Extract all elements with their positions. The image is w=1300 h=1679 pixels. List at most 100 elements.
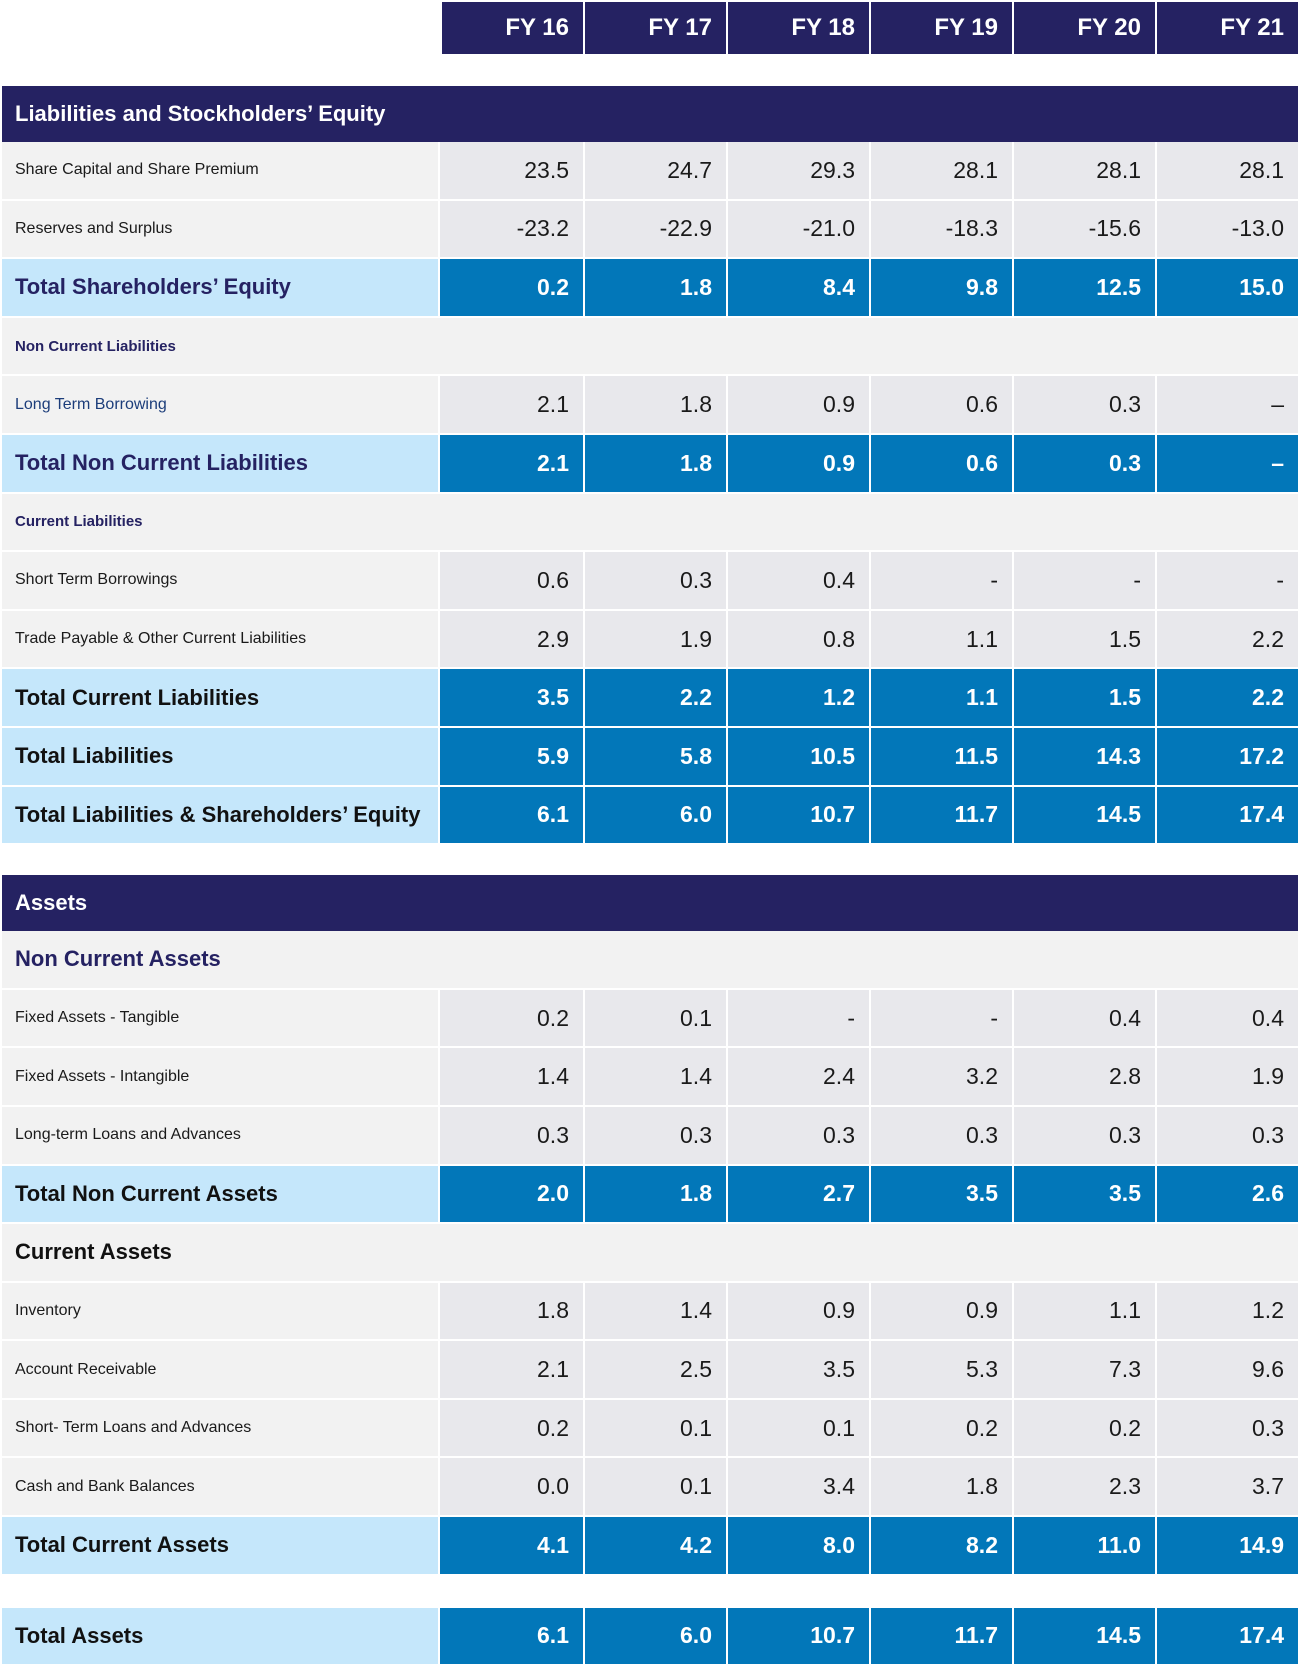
value-cell: 1.2 (726, 669, 869, 726)
value-cell: 2.0 (440, 1165, 583, 1223)
value-cell: 3.4 (726, 1458, 869, 1516)
value-cell: 1.1 (869, 669, 1012, 726)
value-cell: 10.7 (726, 786, 869, 844)
value-cell: - (726, 989, 869, 1047)
value-cell: 28.1 (869, 142, 1012, 199)
value-cell: 8.2 (869, 1517, 1012, 1574)
value-cell: -15.6 (1012, 200, 1155, 258)
row-label: Long-term Loans and Advances (2, 1106, 438, 1164)
year-header: FY 21 (1155, 2, 1298, 54)
total-row: Total Non Current Assets 2.0 1.8 2.7 3.5 3.5 2… (2, 1165, 1298, 1225)
value-cell: -18.3 (869, 200, 1012, 258)
value-cell: 0.1 (583, 1399, 726, 1457)
year-header: FY 18 (726, 2, 869, 54)
value-cell: 2.6 (1155, 1165, 1298, 1223)
value-cell: 0.9 (726, 434, 869, 492)
value-cell: 1.8 (440, 1282, 583, 1340)
value-cell: 28.1 (1155, 142, 1298, 199)
table-row: Cash and Bank Balances 0.0 0.1 3.4 1.8 2.3 3.7 (2, 1458, 1298, 1518)
row-label: Inventory (2, 1282, 438, 1340)
value-cell: 3.5 (726, 1341, 869, 1398)
value-cell: 0.6 (869, 376, 1012, 433)
row-label: Reserves and Surplus (2, 200, 438, 258)
value-cell: 11.0 (1012, 1517, 1155, 1574)
value-cell: 0.0 (440, 1458, 583, 1516)
value-cell: 24.7 (583, 142, 726, 199)
row-label: Account Receivable (2, 1341, 438, 1398)
row-label: Fixed Assets - Tangible (2, 989, 438, 1047)
table-row: Reserves and Surplus -23.2 -22.9 -21.0 -18.3… (2, 200, 1298, 260)
table-row: Trade Payable & Other Current Liabilitie… (2, 610, 1298, 670)
value-cell: 0.3 (1012, 1106, 1155, 1164)
year-header: FY 19 (869, 2, 1012, 54)
value-cell: 2.9 (440, 610, 583, 668)
value-cell: 1.4 (440, 1048, 583, 1105)
row-label: Total Current Liabilities (2, 669, 438, 726)
value-cell: 0.2 (869, 1399, 1012, 1457)
value-cell: 14.9 (1155, 1517, 1298, 1574)
value-cell: 14.5 (1012, 1607, 1155, 1665)
value-cell: 11.7 (869, 1607, 1012, 1665)
value-cell: 29.3 (726, 142, 869, 199)
total-assets-row: Total Assets 6.1 6.0 10.7 11.7 14.5 17.4 (2, 1607, 1298, 1667)
value-cell: 1.4 (583, 1282, 726, 1340)
value-cell: 1.8 (583, 434, 726, 492)
value-cell: 2.4 (726, 1048, 869, 1105)
row-label: Total Liabilities (2, 727, 438, 785)
value-cell: 0.2 (440, 259, 583, 316)
value-cell: 2.2 (583, 669, 726, 726)
value-cell: – (1155, 376, 1298, 433)
subsection-row: Current Assets (2, 1224, 1298, 1283)
value-cell: -21.0 (726, 200, 869, 258)
value-cell: 11.7 (869, 786, 1012, 844)
total-row: Total Liabilities & Shareholders’ Equity… (2, 786, 1298, 846)
value-cell: 6.0 (583, 1607, 726, 1665)
value-cell: 5.9 (440, 727, 583, 785)
value-cell: 9.6 (1155, 1341, 1298, 1398)
value-cell: 0.3 (1155, 1106, 1298, 1164)
value-cell: 3.2 (869, 1048, 1012, 1105)
row-label: Non Current Liabilities (2, 317, 1298, 375)
table-row: Inventory 1.8 1.4 0.9 0.9 1.1 1.2 (2, 1282, 1298, 1342)
header-spacer (2, 2, 440, 54)
row-label: Total Non Current Liabilities (2, 434, 438, 492)
value-cell: 10.7 (726, 1607, 869, 1665)
value-cell: 1.5 (1012, 610, 1155, 668)
value-cell: 6.0 (583, 786, 726, 844)
row-label: Short Term Borrowings (2, 552, 438, 609)
value-cell: 2.5 (583, 1341, 726, 1398)
value-cell: 3.5 (440, 669, 583, 726)
total-row: Total Current Assets 4.1 4.2 8.0 8.2 11.0 14.9 (2, 1517, 1298, 1576)
value-cell: 2.2 (1155, 669, 1298, 726)
value-cell: -13.0 (1155, 200, 1298, 258)
value-cell: 2.7 (726, 1165, 869, 1223)
value-cell: 15.0 (1155, 259, 1298, 316)
value-cell: 0.3 (1012, 434, 1155, 492)
value-cell: 0.4 (1155, 989, 1298, 1047)
value-cell: 8.4 (726, 259, 869, 316)
total-row: Total Current Liabilities 3.5 2.2 1.2 1.1 1.5… (2, 669, 1298, 728)
table-row: Short- Term Loans and Advances 0.2 0.1 0.1 0… (2, 1399, 1298, 1459)
year-header: FY 16 (440, 2, 583, 54)
value-cell: 17.4 (1155, 1607, 1298, 1665)
value-cell: 0.9 (869, 1282, 1012, 1340)
value-cell: 1.8 (869, 1458, 1012, 1516)
value-cell: 0.3 (440, 1106, 583, 1164)
value-cell: 0.1 (583, 989, 726, 1047)
liabilities-table: Share Capital and Share Premium 23.5 24.7 2… (2, 142, 1298, 846)
value-cell: - (1012, 552, 1155, 609)
value-cell: 0.9 (726, 1282, 869, 1340)
value-cell: 2.2 (1155, 610, 1298, 668)
table-row: Long-term Loans and Advances 0.3 0.3 0.3 0.3… (2, 1106, 1298, 1166)
value-cell: 8.0 (726, 1517, 869, 1574)
value-cell: 6.1 (440, 1607, 583, 1665)
value-cell: 0.9 (726, 376, 869, 433)
row-label: Total Assets (2, 1607, 438, 1665)
row-label: Current Liabilities (2, 493, 1298, 551)
value-cell: 0.3 (1012, 376, 1155, 433)
value-cell: 3.5 (869, 1165, 1012, 1223)
value-cell: 2.8 (1012, 1048, 1155, 1105)
value-cell: 0.3 (726, 1106, 869, 1164)
table-row: Fixed Assets - Intangible 1.4 1.4 2.4 3.2 2.8… (2, 1048, 1298, 1107)
